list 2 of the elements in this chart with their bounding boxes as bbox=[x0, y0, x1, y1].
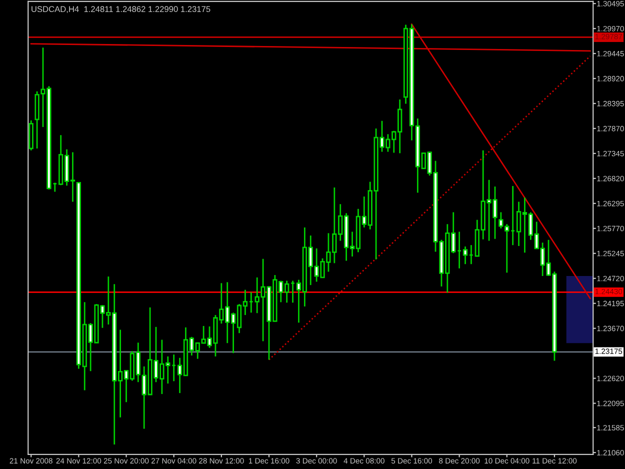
candlestick bbox=[462, 246, 468, 265]
chart-title: USDCAD,H4 1.24811 1.24862 1.22990 1.23175 bbox=[32, 6, 210, 14]
